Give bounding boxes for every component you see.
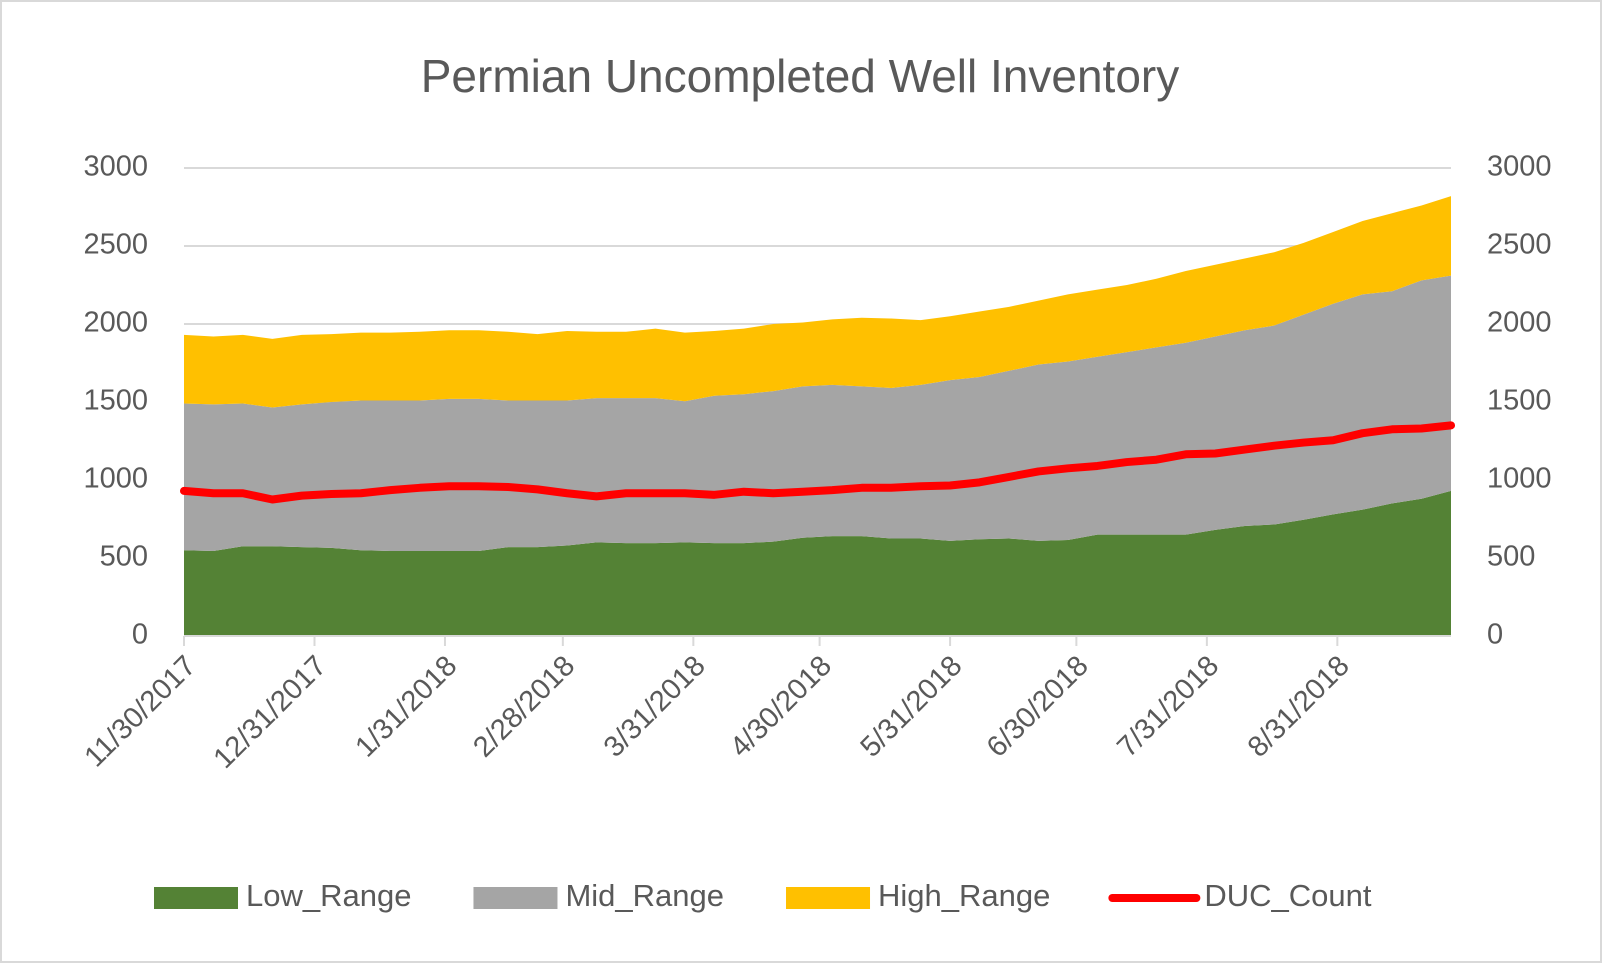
- area: [184, 490, 1451, 636]
- y-tick-label: 1000: [83, 463, 148, 495]
- y-tick-label: 0: [132, 619, 148, 651]
- legend-swatch: [154, 887, 238, 909]
- area: [184, 275, 1451, 551]
- legend-label: DUC_Count: [1204, 878, 1372, 913]
- y-tick-label: 1500: [83, 385, 148, 417]
- chart-title: Permian Uncompleted Well Inventory: [421, 50, 1179, 102]
- legend-label: Mid_Range: [565, 878, 724, 913]
- y2-tick-label: 1000: [1487, 463, 1552, 495]
- y2-tick-label: 0: [1487, 619, 1503, 651]
- legend-label: High_Range: [878, 878, 1050, 913]
- legend-swatch: [786, 887, 871, 909]
- y2-tick-label: 1500: [1487, 385, 1552, 417]
- legend-label: Low_Range: [246, 878, 411, 913]
- y-tick-label: 500: [100, 541, 148, 573]
- line: [180, 421, 1455, 504]
- area: [184, 196, 1451, 408]
- y-tick-label: 2000: [83, 307, 148, 339]
- y-tick-label: 2500: [83, 229, 148, 261]
- y2-tick-label: 2000: [1487, 307, 1552, 339]
- y2-tick-label: 3000: [1487, 151, 1552, 183]
- legend-swatch: [473, 887, 558, 909]
- y-tick-label: 3000: [83, 151, 148, 183]
- y2-tick-label: 500: [1487, 541, 1535, 573]
- y2-tick-label: 2500: [1487, 229, 1552, 261]
